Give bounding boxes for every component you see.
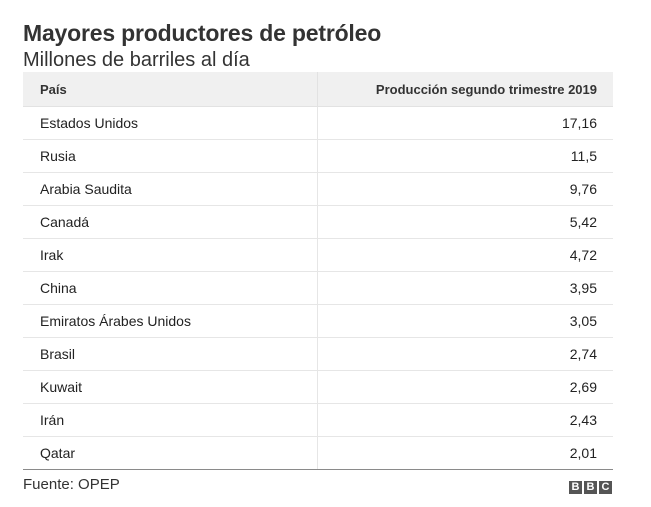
table-row: Estados Unidos 17,16	[23, 107, 613, 140]
chart-subtitle: Millones de barriles al día	[23, 49, 250, 71]
production-value-cell: 3,05	[569, 313, 597, 329]
country-cell: Arabia Saudita	[23, 173, 318, 205]
table-row: Canadá 5,42	[23, 206, 613, 239]
chart-title: Mayores productores de petróleo	[23, 20, 382, 46]
logo-letter: B	[584, 481, 597, 494]
country-cell: Irán	[23, 404, 318, 436]
production-value-cell: 4,72	[569, 247, 597, 263]
table-row: Arabia Saudita 9,76	[23, 173, 613, 206]
logo-letter: C	[599, 481, 612, 494]
table-body: Estados Unidos 17,16 Rusia 11,5 Arabia Saudi…	[23, 107, 613, 470]
table-row: Brasil 2,74	[23, 338, 613, 371]
production-value-cell: 9,76	[569, 181, 597, 197]
table-row: Irán 2,43	[23, 404, 613, 437]
country-cell: Rusia	[23, 140, 318, 172]
production-value-cell: 11,5	[570, 148, 597, 164]
data-table: País Producción segundo trimestre 2019 E…	[23, 72, 613, 470]
production-value-cell: 5,42	[569, 214, 597, 230]
production-value-cell: 2,69	[569, 379, 597, 395]
table-row: Kuwait 2,69	[23, 371, 613, 404]
country-cell: Irak	[23, 239, 318, 271]
table-row: China 3,95	[23, 272, 613, 305]
country-cell: Emiratos Árabes Unidos	[23, 305, 318, 337]
table-row: Qatar 2,01	[23, 437, 613, 470]
country-cell: Kuwait	[23, 371, 318, 403]
table-header: País Producción segundo trimestre 2019	[23, 72, 613, 107]
table-row: Emiratos Árabes Unidos 3,05	[23, 305, 613, 338]
country-cell: Qatar	[23, 437, 318, 469]
logo-letter: B	[569, 481, 582, 494]
column-header-production: Producción segundo trimestre 2019	[375, 81, 597, 97]
country-cell: China	[23, 272, 318, 304]
country-cell: Brasil	[23, 338, 318, 370]
production-value-cell: 2,74	[569, 346, 597, 362]
production-value-cell: 3,95	[569, 280, 597, 296]
bbc-logo: B B C	[569, 481, 612, 494]
production-value-cell: 2,01	[569, 445, 597, 461]
production-value-cell: 17,16	[561, 115, 597, 131]
table-row: Rusia 11,5	[23, 140, 613, 173]
country-cell: Estados Unidos	[23, 107, 318, 139]
table-row: Irak 4,72	[23, 239, 613, 272]
production-value-cell: 2,43	[569, 412, 597, 428]
source-note: Fuente: OPEP	[23, 476, 120, 493]
country-cell: Canadá	[23, 206, 318, 238]
column-header-country: País	[23, 72, 318, 106]
